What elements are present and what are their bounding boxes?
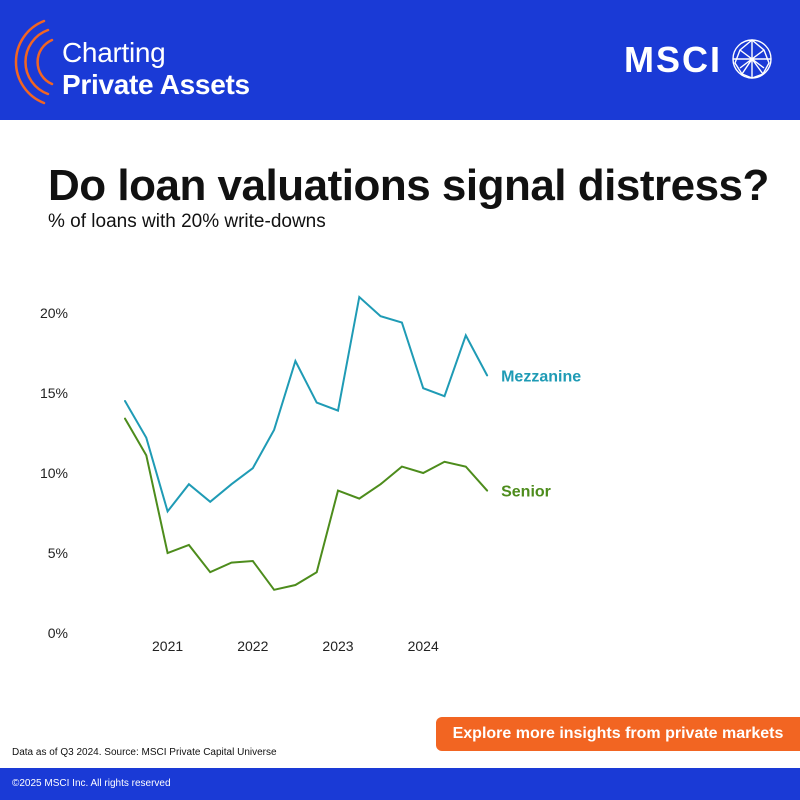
copyright-text: ©2025 MSCI Inc. All rights reserved (12, 778, 171, 789)
series-line-mezzanine (124, 295, 489, 514)
series-label-mezzanine: Mezzanine (501, 368, 581, 385)
x-tick-label: 2024 (408, 638, 439, 654)
y-tick-label: 15% (40, 385, 68, 401)
x-tick-label: 2022 (237, 638, 268, 654)
source-note: Data as of Q3 2024. Source: MSCI Private… (12, 747, 277, 758)
y-tick-label: 5% (48, 545, 68, 561)
globe-icon (732, 39, 772, 79)
y-tick-label: 0% (48, 625, 68, 641)
footer-bar: ©2025 MSCI Inc. All rights reserved (0, 768, 800, 800)
y-tick-label: 20% (40, 305, 68, 321)
y-tick-label: 10% (40, 465, 68, 481)
chart-subtitle: % of loans with 20% write-downs (48, 211, 326, 232)
chart-title: Do loan valuations signal distress? (48, 161, 769, 210)
series-label-senior: Senior (501, 484, 551, 501)
x-tick-label: 2021 (152, 638, 183, 654)
explore-insights-button[interactable]: Explore more insights from private marke… (436, 717, 800, 751)
brand-title-line1: Charting (62, 37, 166, 68)
brand-title-line2: Private Assets (62, 69, 250, 100)
broadcast-arcs-icon (14, 19, 54, 105)
series-line-senior (124, 417, 489, 591)
msci-logo-text[interactable]: MSCI (624, 39, 722, 80)
line-chart: 0% 5% 10% 15% 20% 2021 2022 2023 2024 Mezzanine Se… (40, 295, 581, 654)
x-tick-label: 2023 (322, 638, 353, 654)
header-banner: Charting Private Assets MSCI (0, 0, 800, 120)
